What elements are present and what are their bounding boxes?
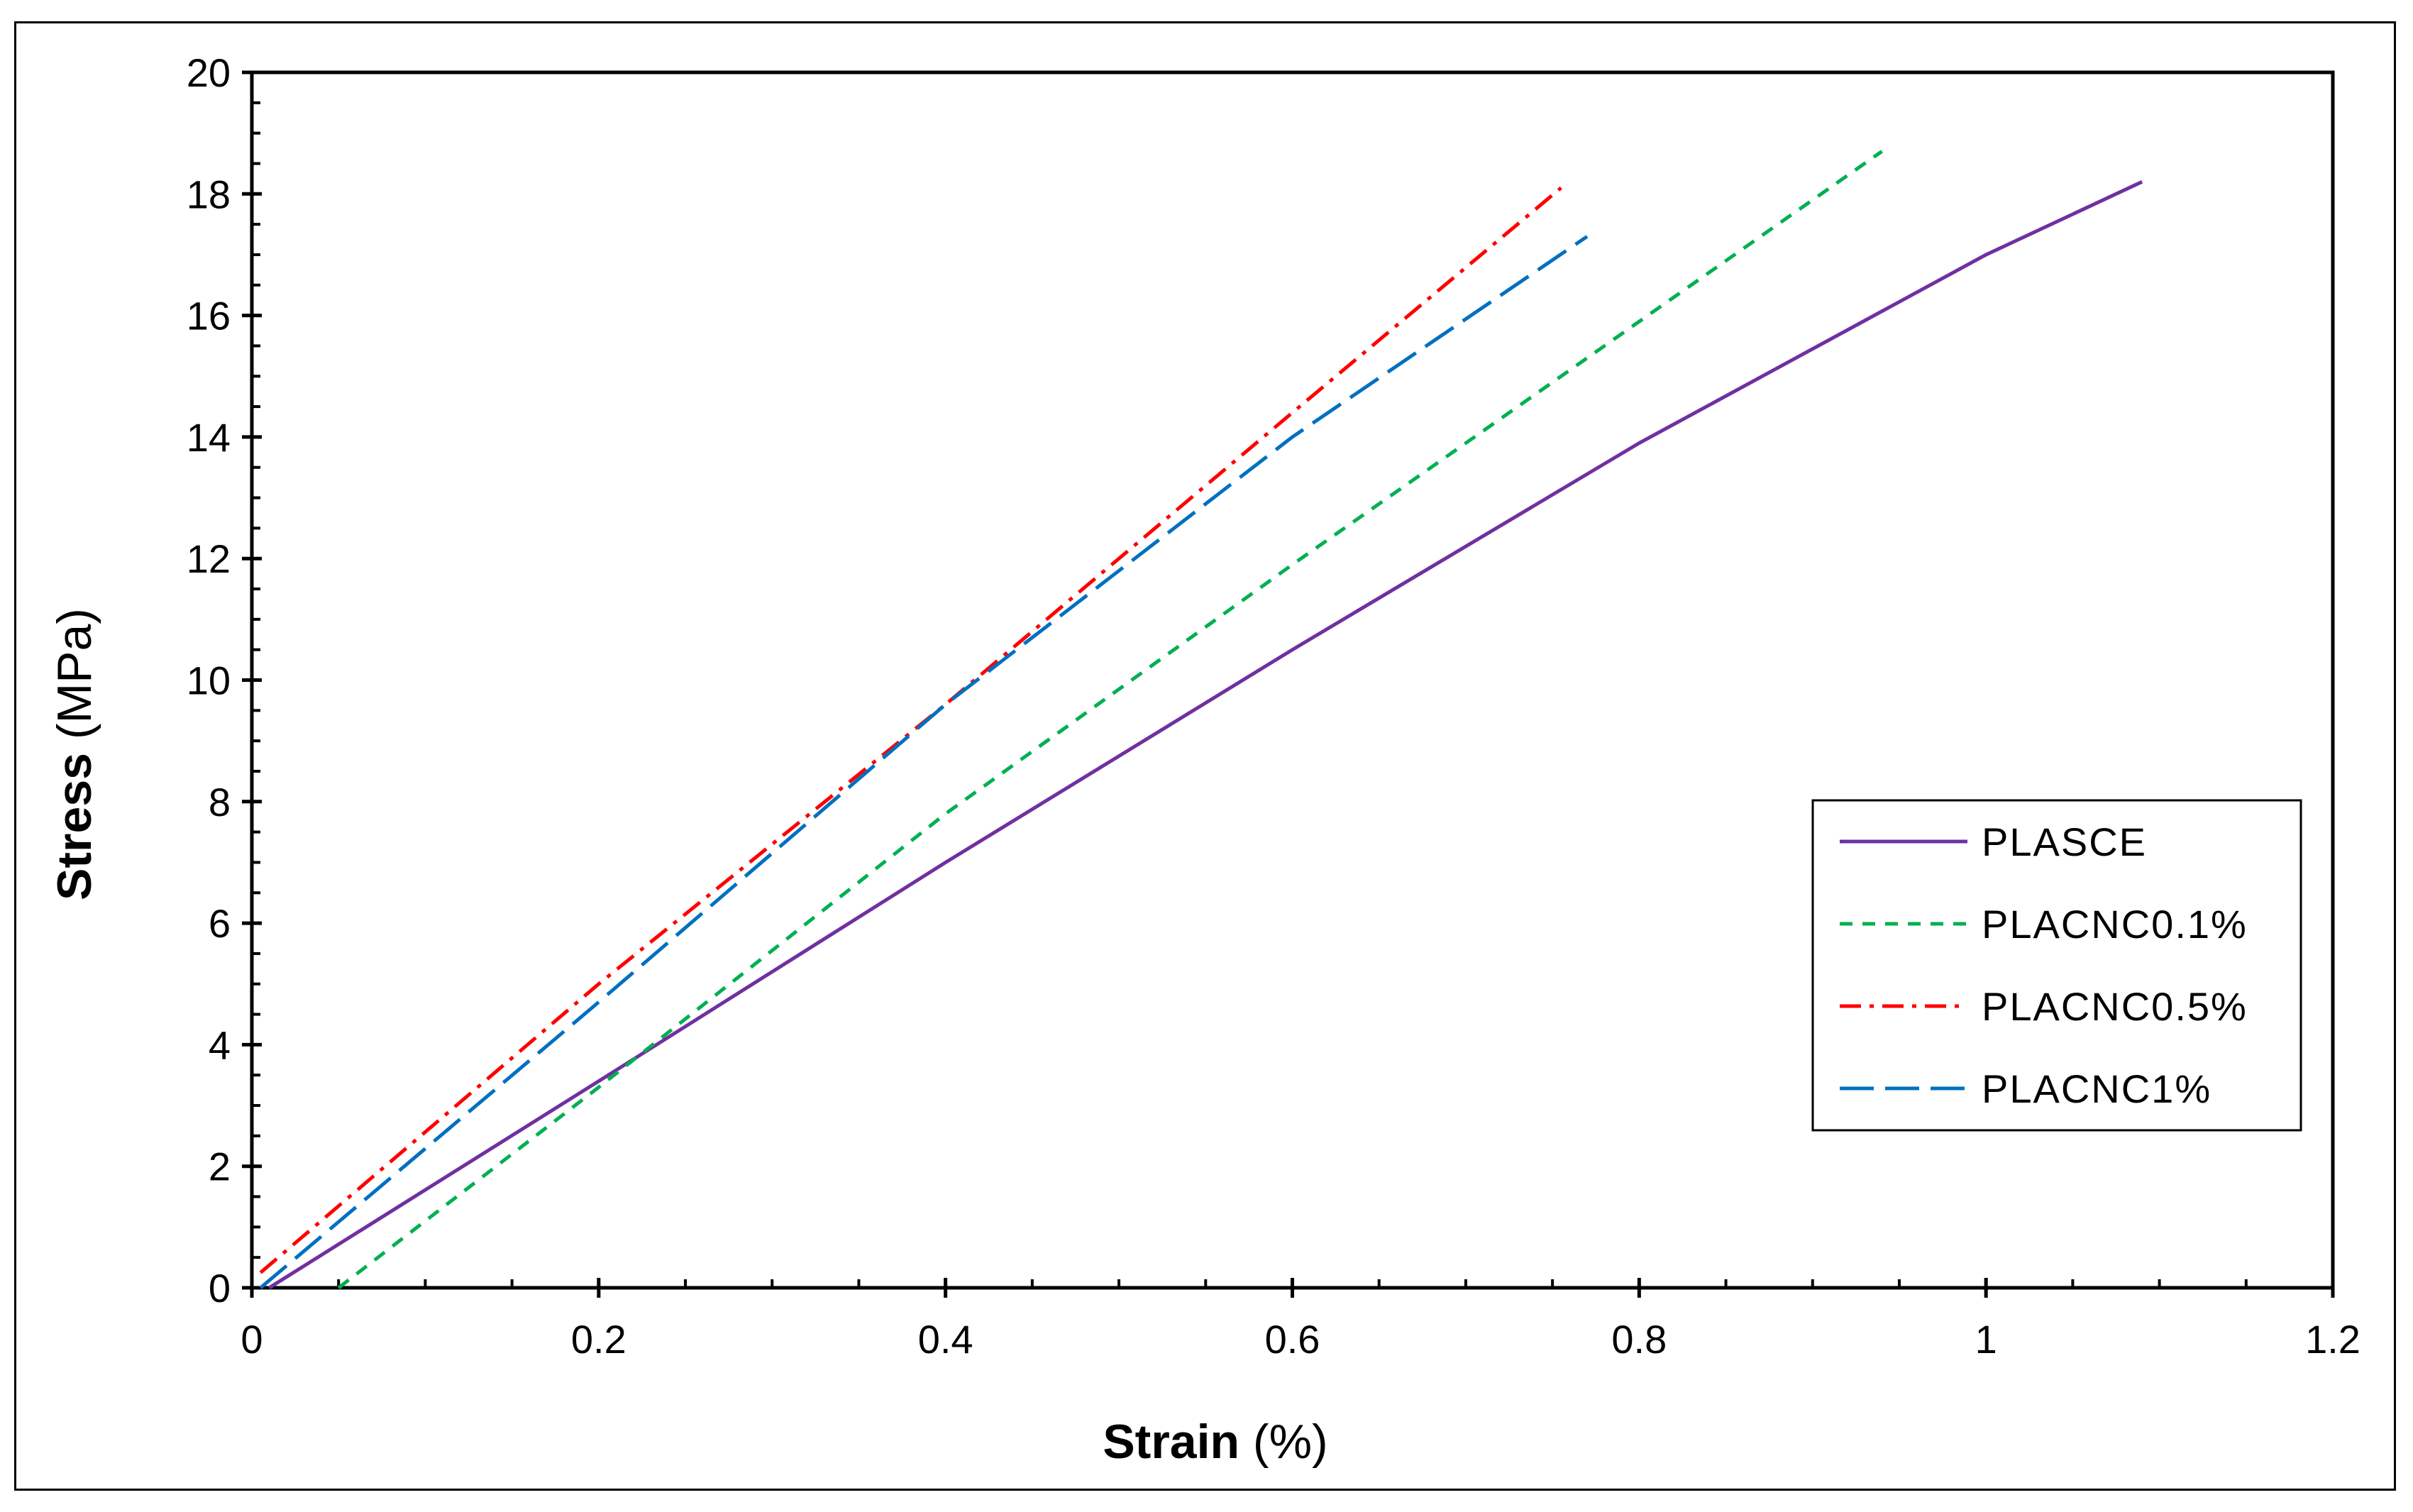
y-axis-title-unit: (MPa) [48,608,101,753]
x-axis-title-bold: Strain [1103,1415,1239,1469]
series-line-placnc0-5- [259,186,1562,1274]
y-tick-label: 6 [209,901,231,946]
series-line-placnc0-1- [337,150,1883,1289]
x-tick-label: 0 [241,1317,263,1362]
series-line-plasce [268,180,2143,1290]
x-tick-label: 1 [1975,1317,1997,1362]
y-tick-label: 0 [209,1266,231,1310]
x-tick-label: 0.8 [1611,1317,1667,1362]
y-tick-label: 12 [187,536,231,581]
legend-label: PLACNC0.5% [1982,984,2248,1029]
x-tick-label: 0.6 [1265,1317,1320,1362]
x-tick-label: 1.2 [2305,1317,2360,1362]
y-tick-label: 4 [209,1022,231,1067]
legend-label: PLACNC0.1% [1982,902,2248,947]
x-tick-label: 0.2 [571,1317,626,1362]
y-tick-label: 16 [187,294,231,338]
x-axis-title: Strain (%) [1103,1415,1327,1469]
y-tick-label: 20 [187,50,231,95]
y-axis-title-bold: Stress [48,753,101,900]
figure-frame [14,21,2396,1491]
plot-area: 0 2 4 6 8 10 12 14 16 18 20 0 0.2 0.4 0.6 0.8 1 1.2 [187,50,2360,1362]
series-line-placnc1- [259,235,1589,1289]
y-tick-label: 14 [187,415,231,460]
y-tick-label: 8 [209,780,231,824]
y-axis-title: Stress (MPa) [48,608,101,900]
x-axis-title-unit: (%) [1239,1415,1328,1469]
y-tick-label: 18 [187,172,231,216]
x-tick-label: 0.4 [918,1317,973,1362]
y-tick-label: 10 [187,658,231,703]
legend-label: PLACNC1% [1982,1066,2212,1111]
legend: PLASCE PLACNC0.1% PLACNC0.5% PLACNC1% [1811,799,2302,1132]
legend-label: PLASCE [1982,820,2147,864]
legend-box [1811,799,2302,1132]
y-tick-label: 2 [209,1144,231,1189]
